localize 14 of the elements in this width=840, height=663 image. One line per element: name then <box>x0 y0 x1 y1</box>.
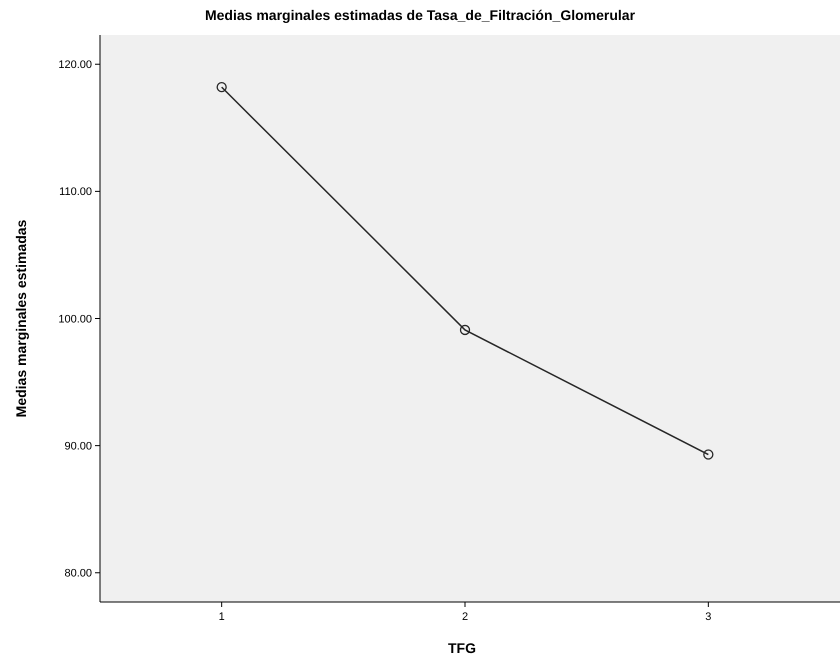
point <box>216 82 227 92</box>
y-tick-label: 90.00 <box>64 440 92 452</box>
y-tick-label: 120.00 <box>58 59 92 72</box>
y-tick-label: 80.00 <box>64 568 92 580</box>
y-tick-label: 110.00 <box>59 186 92 198</box>
point <box>703 449 714 460</box>
point <box>460 324 470 336</box>
x-tick-label: 1 <box>218 611 225 623</box>
y-axis-title: Medias marginales estimadas <box>13 219 29 418</box>
x-tick-label: 2 <box>462 611 468 623</box>
chart-title: Medias marginales estimadas de Tasa_de_Filtración_Glomerular <box>204 7 636 23</box>
x-axis-title: TFG <box>448 640 476 656</box>
x-tick-label: 3 <box>705 611 712 623</box>
y-tick-label: 100.00 <box>58 313 92 326</box>
